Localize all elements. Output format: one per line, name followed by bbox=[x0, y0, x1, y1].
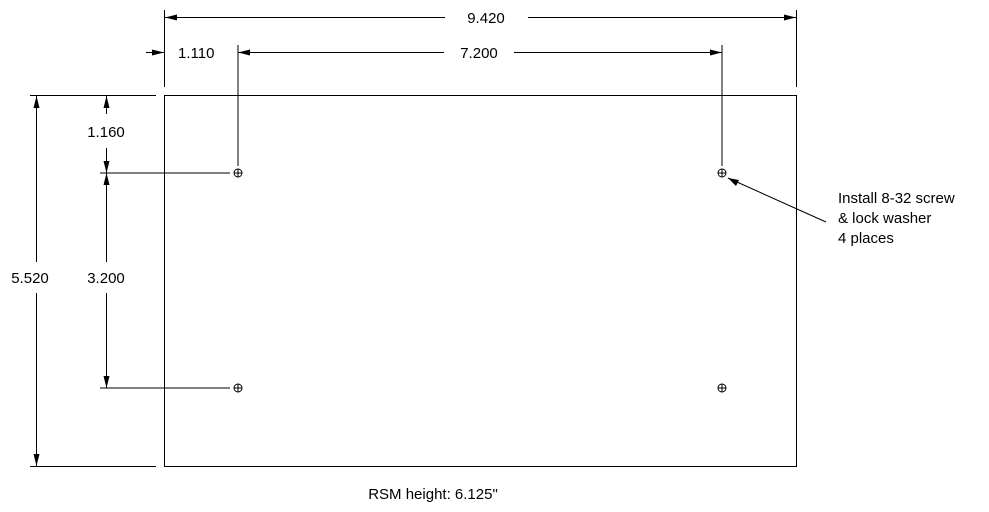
dim-label-overall-width: 9.420 bbox=[467, 10, 505, 27]
footer-note: RSM height: 6.125" bbox=[368, 486, 498, 503]
dimension-hole-spacing-y: 3.200 bbox=[87, 172, 230, 389]
dimension-top-offset: 1.160 bbox=[87, 96, 125, 173]
mounting-hole-bottom-right bbox=[717, 383, 727, 393]
dim-label-top-offset: 1.160 bbox=[87, 124, 125, 141]
dimension-overall-width: 9.420 bbox=[164, 10, 797, 87]
dim-label-overall-height: 5.520 bbox=[11, 270, 49, 287]
dim-label-hole-spacing-y: 3.200 bbox=[87, 270, 125, 287]
dimension-left-offset: 1.110 bbox=[146, 45, 214, 62]
mounting-hole-top-right bbox=[717, 168, 727, 178]
dimension-overall-height: 5.520 bbox=[11, 95, 156, 467]
dim-label-left-offset: 1.110 bbox=[178, 45, 214, 62]
panel-outline bbox=[164, 95, 797, 467]
callout-line-2: & lock washer bbox=[838, 210, 931, 227]
dim-label-hole-spacing-x: 7.200 bbox=[460, 45, 498, 62]
callout-line-1: Install 8-32 screw bbox=[838, 190, 955, 207]
mounting-hole-top-left bbox=[233, 168, 243, 178]
callout-leader bbox=[727, 177, 827, 223]
mounting-hole-bottom-left bbox=[233, 383, 243, 393]
dimension-hole-spacing-x: 7.200 bbox=[237, 45, 723, 166]
callout-line-3: 4 places bbox=[838, 230, 894, 247]
